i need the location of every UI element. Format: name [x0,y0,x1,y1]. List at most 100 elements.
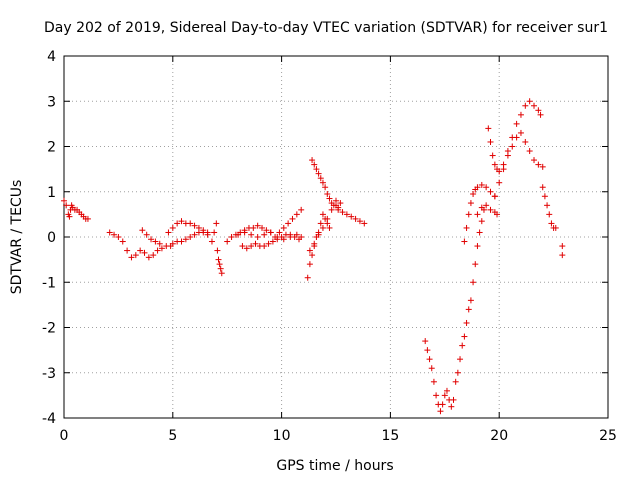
data-point [496,168,503,175]
data-point [217,265,224,272]
data-point [500,166,507,173]
data-point [169,240,176,247]
data-point [461,333,468,340]
data-point [243,245,250,252]
data-point [535,161,542,168]
data-point [491,161,498,168]
data-point [467,297,474,304]
data-point [119,238,126,245]
data-point [304,274,311,281]
data-point [494,211,501,218]
data-point [513,120,520,127]
data-point [306,261,313,268]
data-point [128,254,135,261]
data-point [439,401,446,408]
data-point [254,222,261,229]
data-point [106,229,113,236]
data-point [437,408,444,415]
data-point [309,252,316,259]
data-point [152,238,159,245]
data-point [306,247,313,254]
y-tick-label: 1 [47,185,56,201]
data-point [315,170,322,177]
y-tick-label: -2 [42,321,56,337]
data-point [211,229,218,236]
data-point [319,224,326,231]
data-point [478,204,485,211]
data-point [526,98,533,105]
data-point [324,191,331,198]
data-point [441,392,448,399]
data-point [474,211,481,218]
data-point [513,134,520,141]
data-point [141,249,148,256]
data-point [261,231,268,238]
axis-ticks: 0 5 10 15 20 25 -4 -3 -2 -1 0 1 2 3 4 [42,49,617,444]
data-point [461,238,468,245]
x-axis-label: GPS time / hours [276,458,393,474]
data-point [274,234,281,240]
data-point [218,270,225,277]
data-point [263,227,270,234]
data-point [280,224,287,231]
data-point [239,243,246,250]
data-point [474,243,481,250]
data-point [487,138,494,145]
data-point [261,243,268,250]
data-point [191,222,198,229]
data-point [178,218,185,225]
data-point [269,238,276,245]
y-tick-label: 2 [47,140,56,156]
data-point [424,347,431,354]
data-point [552,224,559,231]
data-point [254,234,261,240]
data-point [541,193,548,200]
data-point [280,236,287,243]
data-point [309,157,316,164]
data-point [66,213,73,220]
data-point [539,184,546,191]
data-point [158,245,165,252]
x-tick-label: 5 [168,428,177,444]
data-point [145,254,152,261]
x-tick-label: 15 [381,428,399,444]
data-point [476,229,483,236]
y-tick-label: -3 [42,366,56,382]
data-point [216,261,223,268]
data-point [548,220,555,227]
data-point [311,161,318,168]
data-point [483,202,490,209]
data-point [348,213,355,220]
data-point [474,184,481,191]
data-point [522,138,529,145]
data-point [156,240,163,247]
data-point [215,256,222,263]
data-point [195,224,202,231]
data-point [356,218,363,225]
data-point [463,224,470,231]
data-point [361,220,368,227]
data-point [313,166,320,173]
data-point [465,211,472,218]
data-point [517,129,524,136]
data-point [454,369,461,376]
y-tick-label: -4 [42,411,56,427]
plot-frame [63,55,609,419]
data-point [517,111,524,118]
data-point [169,224,176,231]
data-point [487,188,494,195]
data-point [241,229,248,236]
data-point [61,197,67,204]
data-point [559,243,566,250]
data-point [483,184,490,191]
data-point [139,227,146,234]
data-point [443,387,450,394]
data-point [317,175,324,182]
data-point [326,224,333,231]
y-tick-label: 3 [47,94,56,110]
data-point [546,211,553,218]
data-point [509,143,516,150]
data-point [324,215,331,222]
data-point [252,240,259,247]
data-points [61,98,566,415]
